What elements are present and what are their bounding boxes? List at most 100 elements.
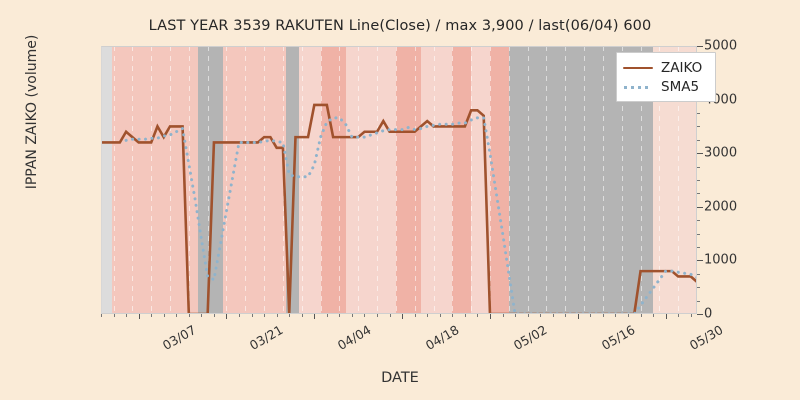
x-minor-tick [364, 314, 366, 317]
gridline [433, 46, 435, 314]
gridline [377, 46, 379, 314]
x-tick-mark [226, 314, 228, 319]
x-minor-tick [351, 314, 353, 317]
x-tick-label: 05/16 [598, 322, 638, 354]
y-tick-label: 2000 [704, 199, 738, 215]
gridline [640, 46, 642, 314]
y-minor-tick [697, 247, 700, 248]
gridline [151, 46, 153, 314]
gridline [395, 46, 397, 314]
x-minor-tick [690, 314, 692, 317]
x-minor-tick [464, 314, 466, 317]
gridline [471, 46, 473, 314]
x-minor-tick [151, 314, 153, 317]
x-minor-tick [452, 314, 454, 317]
y-minor-tick [697, 220, 700, 222]
gridline [132, 46, 134, 314]
gridline [264, 46, 266, 314]
chart-title: LAST YEAR 3539 RAKUTEN Line(Close) / max… [148, 18, 652, 34]
x-tick-mark [489, 314, 491, 319]
x-axis-label: DATE [381, 370, 419, 386]
gridline [546, 46, 548, 314]
y-tick-mark [697, 153, 703, 155]
x-minor-tick [101, 314, 102, 317]
legend-dotted-swatch-icon [623, 81, 653, 93]
y-minor-tick [697, 233, 700, 235]
y-minor-tick [697, 180, 700, 181]
x-tick-label: 05/30 [686, 322, 726, 354]
x-minor-tick [678, 314, 680, 317]
gridline [170, 46, 171, 314]
chart-legend: ZAIKO SMA5 [616, 52, 716, 102]
legend-line-swatch-icon [623, 62, 653, 74]
y-minor-tick [697, 273, 700, 275]
legend-item-zaiko: ZAIKO [623, 58, 707, 77]
x-minor-tick [439, 314, 441, 317]
x-minor-tick [176, 314, 178, 317]
x-minor-tick [502, 314, 504, 317]
x-tick-mark [577, 314, 579, 319]
x-tick-mark [138, 314, 140, 319]
x-tick-label: 03/07 [159, 322, 199, 354]
x-minor-tick [653, 314, 655, 317]
y-minor-tick [697, 300, 700, 302]
x-minor-tick [126, 314, 128, 317]
y-minor-tick [697, 139, 700, 141]
y-axis-label: IPPAN ZAIKO (volume) [24, 34, 40, 190]
y-tick-label: 5000 [704, 38, 738, 54]
x-minor-tick [339, 314, 341, 317]
x-minor-tick [213, 314, 215, 317]
gridline [320, 46, 322, 314]
gridline [113, 46, 115, 314]
gridline [245, 46, 247, 314]
background-band [452, 46, 472, 314]
gridline [565, 46, 567, 314]
x-minor-tick [552, 314, 554, 317]
x-minor-tick [301, 314, 303, 317]
x-minor-tick [289, 314, 291, 317]
background-band [471, 46, 490, 314]
y-minor-tick [697, 126, 700, 128]
x-minor-tick [201, 314, 203, 317]
x-minor-tick [113, 314, 115, 317]
series-line-zaiko [101, 103, 697, 314]
y-tick-label: 3000 [704, 145, 738, 161]
x-minor-tick [627, 314, 629, 317]
gridline [301, 46, 303, 314]
gridline [584, 46, 586, 314]
y-minor-tick [697, 287, 700, 289]
background-band [198, 46, 224, 314]
gridline [659, 46, 661, 314]
x-minor-tick [640, 314, 642, 317]
y-minor-tick [697, 113, 700, 114]
x-minor-tick [590, 314, 592, 317]
x-minor-tick [414, 314, 416, 317]
background-band [345, 46, 396, 314]
gridline [508, 46, 510, 314]
y-minor-tick [697, 193, 700, 195]
x-minor-tick [188, 314, 190, 317]
x-minor-tick [377, 314, 379, 317]
x-minor-tick [602, 314, 604, 317]
x-minor-tick [251, 314, 253, 317]
legend-item-sma5: SMA5 [623, 77, 707, 96]
x-minor-tick [615, 314, 617, 317]
x-minor-tick [326, 314, 328, 317]
gridline [621, 46, 623, 314]
y-tick-mark [697, 260, 703, 262]
x-minor-tick [540, 314, 542, 317]
gridline [602, 46, 604, 314]
gridline [452, 46, 454, 314]
background-band [395, 46, 421, 314]
gridline [527, 46, 529, 314]
background-band [320, 46, 346, 314]
gridline [358, 46, 360, 314]
gridline [339, 46, 341, 314]
x-tick-mark [314, 314, 316, 319]
x-minor-tick [565, 314, 567, 317]
x-tick-label: 04/04 [335, 322, 374, 354]
legend-label-sma5: SMA5 [661, 78, 700, 95]
x-minor-tick [527, 314, 529, 317]
x-minor-tick [477, 314, 479, 317]
